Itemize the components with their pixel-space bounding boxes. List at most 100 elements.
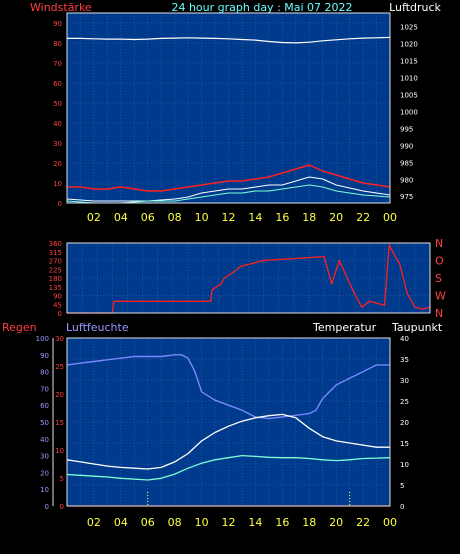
wind-direction-compass-label: O — [435, 255, 444, 268]
temp-humidity-x-tick-label: 18 — [302, 516, 316, 529]
wind-pressure-x-tick-label: 12 — [222, 211, 236, 224]
temperature-line — [66, 413, 390, 470]
pressure-y-tick-label: 1015 — [400, 58, 418, 66]
chart-date-title: 24 hour graph day : Mai 07 2022 — [171, 1, 352, 14]
wind-direction-frame — [66, 242, 431, 314]
wind-pressure-x-tick-label: 08 — [168, 211, 182, 224]
wind-y-tick-label: 60 — [53, 80, 62, 88]
rain-axis-title: Regen — [2, 321, 37, 334]
rain-y-tick-label: 5 — [60, 475, 64, 483]
wind-direction-y-tick-label: 180 — [49, 275, 62, 283]
wind-direction-y-tick-label: 315 — [49, 249, 62, 257]
humidity-y-tick-label: 60 — [40, 402, 49, 410]
pressure-line — [67, 36, 391, 44]
wind-direction-compass-label: S — [435, 272, 442, 285]
wind-y-tick-label: 30 — [53, 140, 62, 148]
wind-pressure-x-tick-label: 18 — [302, 211, 316, 224]
temp-humidity-x-tick-label: 14 — [248, 516, 262, 529]
wind-pressure-x-tick-label: 10 — [195, 211, 209, 224]
temperature-y-tick-label: 40 — [400, 335, 409, 343]
temp-humidity-x-tick-label: 00 — [383, 516, 397, 529]
humidity-y-tick-label: 20 — [40, 469, 49, 477]
rain-y-tick-label: 0 — [60, 503, 64, 511]
wind-pressure-x-tick-label: 22 — [356, 211, 370, 224]
wind-average-line — [66, 184, 391, 204]
wind-y-tick-label: 70 — [53, 60, 62, 68]
wind-direction-y-tick-label: 0 — [58, 310, 62, 318]
wind-pressure-x-tick-label: 16 — [275, 211, 289, 224]
temp-humidity-x-tick-label: 02 — [87, 516, 101, 529]
wind-pressure-x-tick-label: 06 — [141, 211, 155, 224]
pressure-y-tick-label: 1005 — [400, 91, 418, 99]
wind-axis-title: Windstärke — [30, 1, 92, 14]
temp-humidity-x-tick-label: 22 — [356, 516, 370, 529]
wind-y-tick-label: 40 — [53, 120, 62, 128]
temperature-y-tick-label: 0 — [400, 503, 404, 511]
wind-direction-y-tick-label: 45 — [53, 301, 62, 309]
wind-pressure-x-tick-label: 04 — [114, 211, 128, 224]
wind-direction-y-tick-label: 90 — [53, 293, 62, 301]
pressure-y-tick-label: 1025 — [400, 24, 418, 32]
rain-y-tick-label: 10 — [55, 447, 64, 455]
humidity-y-tick-label: 0 — [45, 503, 49, 511]
wind-direction-compass-label: N — [435, 237, 443, 250]
dewpoint-axis-title: Taupunkt — [391, 321, 443, 334]
temp-humidity-x-tick-label: 06 — [141, 516, 155, 529]
wind-pressure-x-tick-label: 14 — [248, 211, 262, 224]
humidity-y-tick-label: 100 — [36, 335, 49, 343]
wind-pressure-x-tick-label: 20 — [329, 211, 343, 224]
wind-direction-y-tick-label: 360 — [49, 240, 62, 248]
wind-direction-y-tick-label: 270 — [49, 258, 62, 266]
wind-pressure-frame — [66, 12, 391, 204]
temperature-y-tick-label: 30 — [400, 377, 409, 385]
wind-direction-compass-label: W — [435, 290, 446, 303]
rain-y-tick-label: 30 — [55, 335, 64, 343]
temperature-y-tick-label: 35 — [400, 356, 409, 364]
rain-y-tick-label: 25 — [55, 363, 64, 371]
wind-y-tick-label: 20 — [53, 160, 62, 168]
wind-y-tick-label: 80 — [53, 40, 62, 48]
humidity-line — [66, 354, 390, 420]
humidity-y-tick-label: 50 — [40, 419, 49, 427]
rain-y-tick-label: 15 — [55, 419, 64, 427]
wind-direction-line — [67, 244, 431, 314]
humidity-y-tick-label: 10 — [40, 486, 49, 494]
humidity-y-tick-label: 70 — [40, 385, 49, 393]
pressure-y-tick-label: 975 — [400, 193, 413, 201]
humidity-y-tick-label: 90 — [40, 352, 49, 360]
temp-humidity-x-tick-label: 08 — [168, 516, 182, 529]
wind-direction-y-tick-label: 225 — [49, 266, 62, 274]
wind-pressure-x-tick-label: 02 — [87, 211, 101, 224]
pressure-y-tick-label: 990 — [400, 142, 413, 150]
pressure-y-tick-label: 985 — [400, 159, 413, 167]
rain-y-tick-label: 20 — [55, 391, 64, 399]
temp-humidity-x-tick-label: 16 — [275, 516, 289, 529]
temperature-y-tick-label: 25 — [400, 398, 409, 406]
humidity-y-tick-label: 40 — [40, 436, 49, 444]
temperature-axis-title: Temperatur — [312, 321, 377, 334]
temp-humidity-x-tick-label: 12 — [222, 516, 236, 529]
pressure-y-tick-label: 980 — [400, 176, 413, 184]
wind-direction-y-tick-label: 135 — [49, 284, 62, 292]
wind-speed-line — [67, 164, 391, 192]
dewpoint-line — [66, 454, 391, 481]
pressure-y-tick-label: 995 — [400, 125, 413, 133]
temp-humidity-x-tick-label: 04 — [114, 516, 128, 529]
wind-y-tick-label: 50 — [53, 100, 62, 108]
temperature-y-tick-label: 5 — [400, 482, 404, 490]
temp-humidity-frame — [66, 337, 391, 507]
temperature-y-tick-label: 20 — [400, 419, 409, 427]
wind-pressure-plot-area — [67, 13, 390, 203]
temp-humidity-x-tick-label: 20 — [329, 516, 343, 529]
temperature-y-tick-label: 15 — [400, 440, 409, 448]
wind-direction-compass-label: N — [435, 307, 443, 320]
temp-humidity-x-tick-label: 10 — [195, 516, 209, 529]
humidity-axis-title: Luftfeuchte — [66, 321, 129, 334]
wind-pressure-x-tick-label: 00 — [383, 211, 397, 224]
wind-y-tick-label: 90 — [53, 20, 62, 28]
temperature-y-tick-label: 10 — [400, 461, 409, 469]
wind-y-tick-label: 10 — [53, 180, 62, 188]
humidity-y-tick-label: 80 — [40, 369, 49, 377]
wind-y-tick-label: 0 — [58, 200, 62, 208]
